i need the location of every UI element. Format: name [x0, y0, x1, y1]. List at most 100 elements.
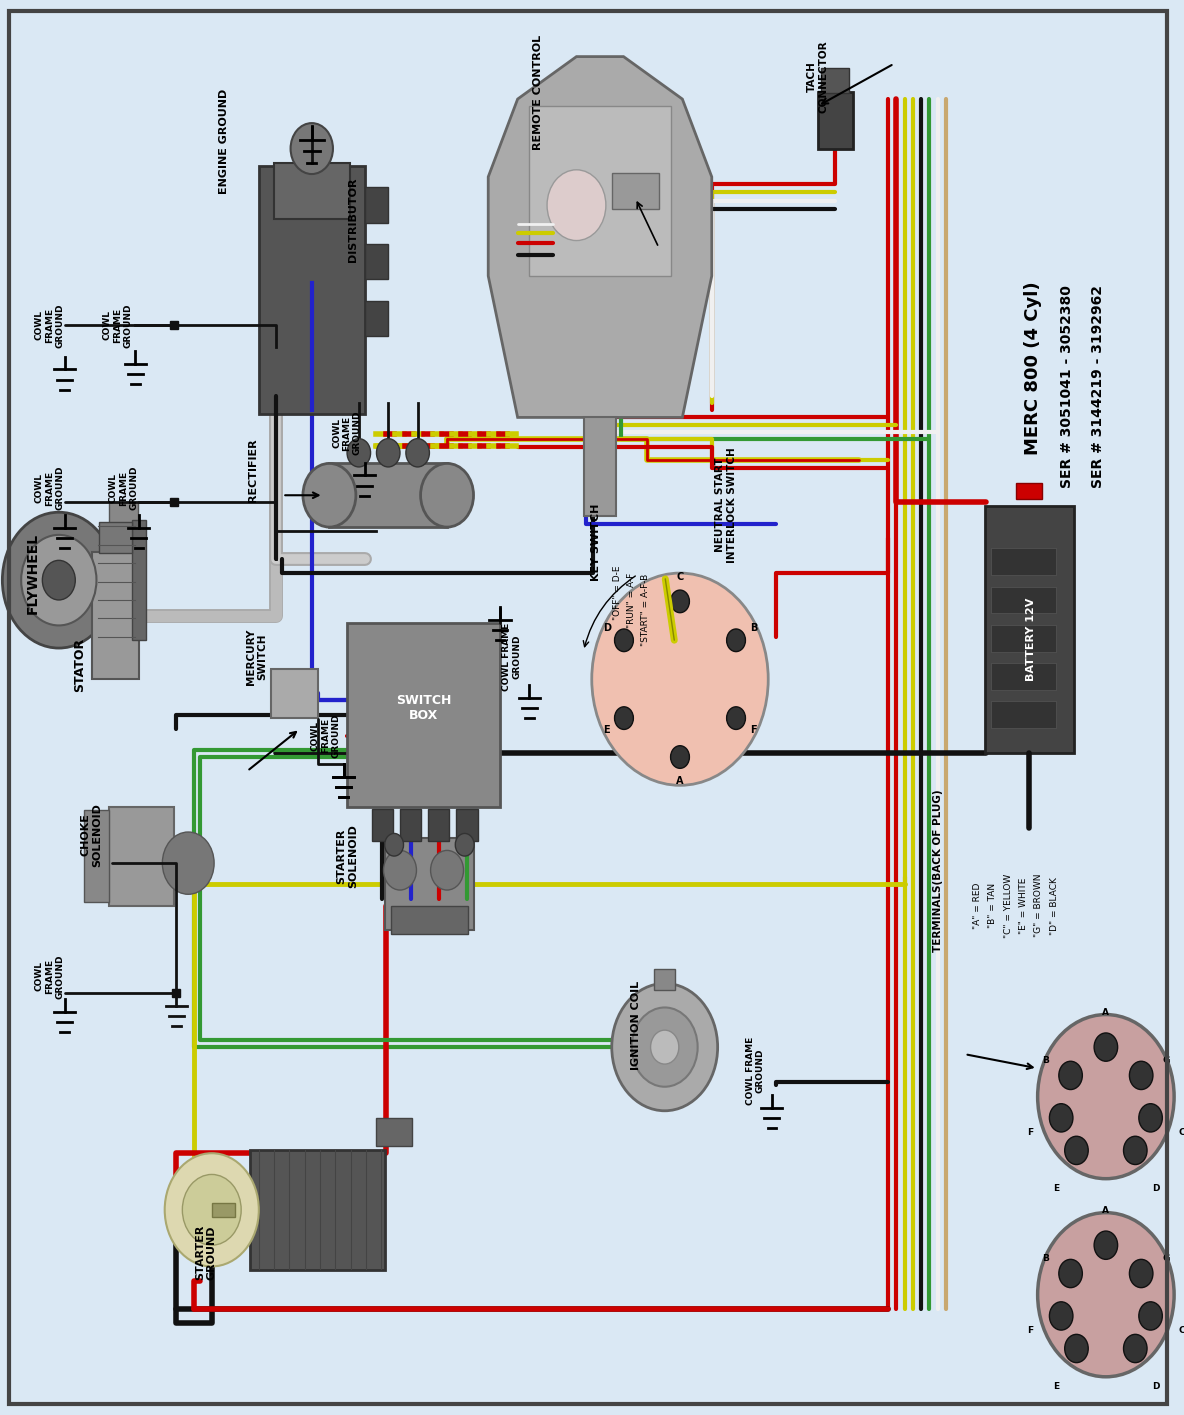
FancyBboxPatch shape — [529, 106, 670, 276]
Circle shape — [43, 560, 76, 600]
Text: DISTRIBUTOR: DISTRIBUTOR — [348, 177, 358, 262]
Text: B: B — [1042, 1254, 1049, 1264]
Circle shape — [1037, 1213, 1175, 1377]
Text: IGNITION COIL: IGNITION COIL — [631, 982, 642, 1070]
Text: "START" = A-F-B: "START" = A-F-B — [642, 573, 650, 647]
FancyBboxPatch shape — [612, 174, 658, 209]
Text: STARTER
SOLENOID: STARTER SOLENOID — [336, 824, 358, 889]
Text: C: C — [1178, 1326, 1184, 1336]
Circle shape — [1064, 1136, 1088, 1165]
Circle shape — [727, 708, 746, 730]
Text: "B" = TAN: "B" = TAN — [989, 883, 997, 928]
Circle shape — [727, 630, 746, 652]
FancyBboxPatch shape — [991, 625, 1056, 651]
FancyBboxPatch shape — [985, 507, 1074, 754]
Circle shape — [547, 170, 606, 241]
Text: E: E — [604, 724, 610, 736]
Circle shape — [1124, 1334, 1147, 1363]
Text: B: B — [1042, 1056, 1049, 1065]
Text: G: G — [1163, 1056, 1170, 1065]
FancyBboxPatch shape — [365, 245, 388, 280]
FancyBboxPatch shape — [92, 552, 139, 679]
FancyBboxPatch shape — [991, 586, 1056, 614]
Text: TACH
CONNECTOR: TACH CONNECTOR — [806, 40, 829, 113]
FancyBboxPatch shape — [274, 163, 350, 219]
Circle shape — [1094, 1033, 1118, 1061]
FancyBboxPatch shape — [429, 809, 450, 841]
Polygon shape — [488, 57, 712, 417]
FancyBboxPatch shape — [84, 809, 109, 903]
Text: SWITCH
BOX: SWITCH BOX — [395, 693, 451, 722]
Circle shape — [290, 123, 333, 174]
Circle shape — [1139, 1302, 1163, 1330]
Text: COWL
FRAME
GROUND: COWL FRAME GROUND — [109, 466, 139, 511]
FancyBboxPatch shape — [385, 838, 474, 931]
Text: "OFF" = D-E: "OFF" = D-E — [613, 566, 622, 620]
Circle shape — [670, 590, 689, 613]
FancyBboxPatch shape — [250, 1149, 385, 1271]
FancyBboxPatch shape — [109, 807, 174, 906]
Text: "G" = BROWN: "G" = BROWN — [1035, 874, 1043, 937]
Text: E: E — [1053, 1381, 1058, 1391]
Circle shape — [1124, 1136, 1147, 1165]
Circle shape — [650, 1030, 678, 1064]
Circle shape — [165, 1153, 259, 1266]
Circle shape — [1064, 1334, 1088, 1363]
Text: "C" = YELLOW: "C" = YELLOW — [1004, 873, 1012, 938]
Circle shape — [1049, 1104, 1073, 1132]
Text: COWL
FRAME
GROUND: COWL FRAME GROUND — [311, 713, 341, 758]
Text: COWL FRAME
GROUND: COWL FRAME GROUND — [502, 623, 521, 691]
Text: "RUN" = A-F: "RUN" = A-F — [628, 572, 636, 628]
Text: COWL
FRAME
GROUND: COWL FRAME GROUND — [333, 410, 362, 456]
Circle shape — [384, 850, 417, 890]
Text: STARTER
GROUND: STARTER GROUND — [195, 1224, 217, 1281]
Text: KEY SWITCH: KEY SWITCH — [592, 504, 601, 580]
FancyBboxPatch shape — [584, 417, 617, 516]
Text: MERC 800 (4 Cyl): MERC 800 (4 Cyl) — [1024, 282, 1042, 454]
FancyBboxPatch shape — [822, 68, 849, 93]
Circle shape — [21, 535, 96, 625]
Circle shape — [377, 439, 400, 467]
Text: STATOR: STATOR — [73, 638, 86, 692]
Text: COWL
FRAME
GROUND: COWL FRAME GROUND — [34, 303, 64, 348]
Circle shape — [431, 850, 463, 890]
Circle shape — [303, 464, 356, 528]
Circle shape — [1058, 1259, 1082, 1288]
Text: SER # 3144219 - 3192962: SER # 3144219 - 3192962 — [1090, 284, 1105, 488]
Text: A: A — [1102, 1206, 1109, 1215]
Text: COWL
FRAME
GROUND: COWL FRAME GROUND — [34, 466, 64, 511]
Text: RECTIFIER: RECTIFIER — [247, 439, 258, 501]
Circle shape — [1139, 1104, 1163, 1132]
Text: A: A — [1102, 1007, 1109, 1017]
Text: MERCURY
SWITCH: MERCURY SWITCH — [245, 628, 268, 685]
FancyBboxPatch shape — [131, 521, 146, 641]
Circle shape — [1049, 1302, 1073, 1330]
Circle shape — [182, 1174, 242, 1245]
Circle shape — [592, 573, 768, 785]
FancyBboxPatch shape — [818, 92, 852, 149]
FancyBboxPatch shape — [372, 809, 393, 841]
FancyBboxPatch shape — [109, 502, 139, 658]
FancyBboxPatch shape — [991, 702, 1056, 729]
Circle shape — [614, 630, 633, 652]
Circle shape — [162, 832, 214, 894]
Circle shape — [614, 708, 633, 730]
Circle shape — [347, 439, 371, 467]
FancyBboxPatch shape — [391, 906, 468, 934]
Text: G: G — [1163, 1254, 1170, 1264]
FancyBboxPatch shape — [365, 188, 388, 224]
Circle shape — [406, 439, 430, 467]
Text: BATTERY 12V: BATTERY 12V — [1025, 599, 1036, 681]
Circle shape — [632, 1007, 697, 1087]
Text: COWL FRAME
GROUND: COWL FRAME GROUND — [746, 1037, 765, 1105]
FancyBboxPatch shape — [991, 662, 1056, 691]
FancyBboxPatch shape — [98, 522, 131, 553]
FancyBboxPatch shape — [329, 464, 448, 528]
Circle shape — [2, 512, 115, 648]
FancyBboxPatch shape — [400, 809, 422, 841]
Text: B: B — [749, 623, 757, 634]
Text: COWL
FRAME
GROUND: COWL FRAME GROUND — [103, 303, 133, 348]
Text: COWL
FRAME
GROUND: COWL FRAME GROUND — [34, 954, 64, 999]
Circle shape — [1037, 1015, 1175, 1179]
Circle shape — [385, 833, 404, 856]
